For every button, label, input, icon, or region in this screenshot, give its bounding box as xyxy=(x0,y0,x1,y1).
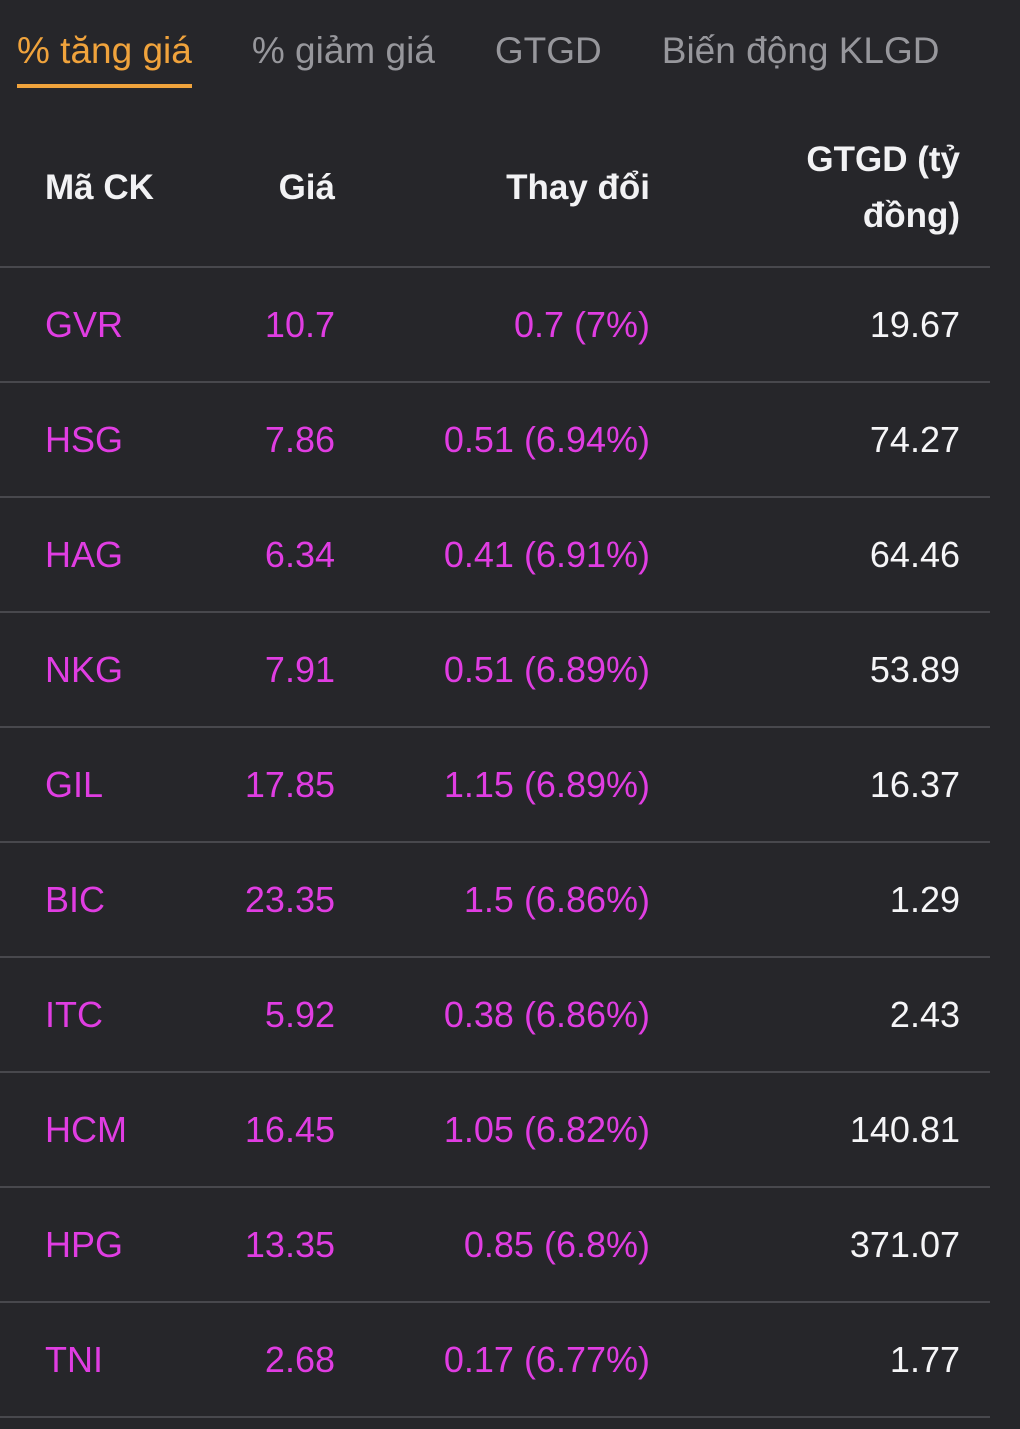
stock-symbol: HCM xyxy=(45,1108,127,1150)
stock-gtgd-value: 140.81 xyxy=(849,1108,960,1150)
stock-change: 0.7 (7%) xyxy=(513,303,650,345)
stock-price: 23.35 xyxy=(244,878,335,920)
stock-symbol: BIC xyxy=(45,878,106,920)
stock-gtgd-value: 53.89 xyxy=(869,648,960,690)
column-header-change: Thay đổi xyxy=(506,168,650,207)
table-row-gvr[interactable]: GVR 10.7 0.7 (7%) 19.67 xyxy=(0,268,990,383)
stock-gtgd-value: 1.29 xyxy=(889,878,960,920)
stock-change: 0.38 (6.86%) xyxy=(443,993,650,1035)
stock-symbol: GIL xyxy=(45,763,104,805)
stock-price: 7.86 xyxy=(264,418,335,460)
stock-change: 0.17 (6.77%) xyxy=(443,1338,650,1380)
stock-symbol: TNI xyxy=(45,1338,103,1380)
table-row-hcm[interactable]: HCM 16.45 1.05 (6.82%) 140.81 xyxy=(0,1073,990,1188)
stock-price: 5.92 xyxy=(264,993,335,1035)
tab-percent-losers[interactable]: % giảm giá xyxy=(251,30,435,71)
stock-symbol: ITC xyxy=(45,993,103,1035)
stock-symbol: HSG xyxy=(45,418,124,460)
table-row-itc[interactable]: ITC 5.92 0.38 (6.86%) 2.43 xyxy=(0,958,990,1073)
stock-symbol: HPG xyxy=(45,1223,124,1265)
tab-klgd-volatility[interactable]: Biến động KLGD xyxy=(661,30,940,71)
stock-change: 0.85 (6.8%) xyxy=(463,1223,650,1265)
table-row-hpg[interactable]: HPG 13.35 0.85 (6.8%) 371.07 xyxy=(0,1188,990,1303)
table-row-nkg[interactable]: NKG 7.91 0.51 (6.89%) 53.89 xyxy=(0,613,990,728)
tab-percent-gainers[interactable]: % tăng giá xyxy=(17,30,192,88)
stock-price: 7.91 xyxy=(264,648,335,690)
stock-change: 1.15 (6.89%) xyxy=(443,763,650,805)
stock-price: 6.34 xyxy=(264,533,335,575)
stock-change: 0.51 (6.89%) xyxy=(443,648,650,690)
stock-gtgd-value: 371.07 xyxy=(849,1223,960,1265)
stock-price: 2.68 xyxy=(264,1338,335,1380)
table-row-hag[interactable]: HAG 6.34 0.41 (6.91%) 64.46 xyxy=(0,498,990,613)
stock-change: 0.41 (6.91%) xyxy=(443,533,650,575)
tab-gtgd[interactable]: GTGD xyxy=(494,30,602,71)
column-header-symbol: Mã CK xyxy=(45,168,154,207)
stock-gtgd-value: 16.37 xyxy=(869,763,960,805)
stock-price: 13.35 xyxy=(244,1223,335,1265)
table-header: Mã CK Giá Thay đổi GTGD (tỷ đồng) xyxy=(0,110,990,268)
stock-price: 16.45 xyxy=(244,1108,335,1150)
stock-gtgd-value: 19.67 xyxy=(869,303,960,345)
table-row-gil[interactable]: GIL 17.85 1.15 (6.89%) 16.37 xyxy=(0,728,990,843)
table-row-tni[interactable]: TNI 2.68 0.17 (6.77%) 1.77 xyxy=(0,1303,990,1418)
stock-symbol: HAG xyxy=(45,533,124,575)
stock-gtgd-value: 64.46 xyxy=(869,533,960,575)
stock-symbol: GVR xyxy=(45,303,124,345)
stock-price: 10.7 xyxy=(264,303,335,345)
stock-symbol: NKG xyxy=(45,648,124,690)
stock-change: 0.51 (6.94%) xyxy=(443,418,650,460)
stock-gtgd-value: 74.27 xyxy=(869,418,960,460)
stock-gtgd-value: 2.43 xyxy=(889,993,960,1035)
column-header-price: Giá xyxy=(278,168,335,207)
stock-price: 17.85 xyxy=(244,763,335,805)
table-row-bic[interactable]: BIC 23.35 1.5 (6.86%) 1.29 xyxy=(0,843,990,958)
stock-gtgd-value: 1.77 xyxy=(889,1338,960,1380)
stock-change: 1.05 (6.82%) xyxy=(443,1108,650,1150)
column-header-gtgd: GTGD (tỷ đồng) xyxy=(806,140,960,235)
tab-bar: % tăng giá % giảm giá GTGD Biến động KLG… xyxy=(0,0,1020,110)
table-row-hsg[interactable]: HSG 7.86 0.51 (6.94%) 74.27 xyxy=(0,383,990,498)
stock-change: 1.5 (6.86%) xyxy=(463,878,650,920)
